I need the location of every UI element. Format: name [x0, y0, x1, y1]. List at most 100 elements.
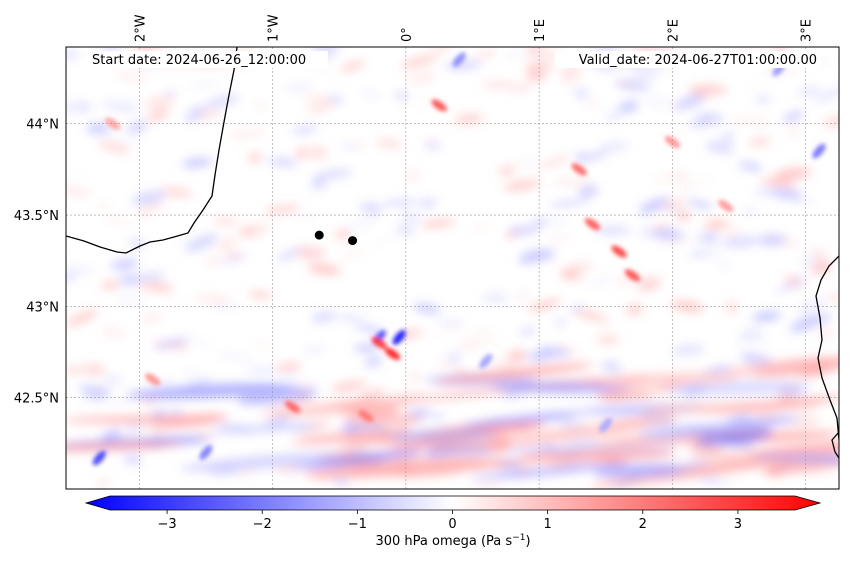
field-cell [66, 367, 83, 374]
field-cell [237, 467, 258, 477]
omega-feature [599, 417, 613, 433]
field-cell [528, 298, 562, 312]
omega-feature [144, 373, 161, 386]
field-cell [801, 313, 833, 326]
field-cell [652, 179, 689, 193]
field-band [469, 462, 633, 480]
field-cell [639, 197, 670, 214]
omega-feature [664, 135, 681, 149]
field-cell [343, 215, 380, 233]
field-cell [638, 226, 654, 239]
field-cell [311, 179, 326, 189]
field-cell [66, 177, 93, 190]
field-cell [419, 199, 437, 208]
field-cell [154, 337, 190, 350]
field-band [291, 429, 401, 445]
field-cell [300, 419, 331, 433]
colorbar-gradient [84, 495, 822, 511]
omega-features [92, 52, 826, 466]
field-cell [752, 118, 773, 130]
colorbar-ticks: −3 −2 −1 0 1 2 3 [157, 510, 742, 532]
omega-feature [431, 99, 447, 112]
field-cell [145, 206, 186, 213]
omega-feature [812, 143, 826, 159]
longitude-label: 1°E [533, 19, 548, 42]
field-cell [482, 82, 516, 87]
field-cell [187, 336, 213, 350]
field-cell [508, 226, 539, 235]
valid-date-box [555, 51, 821, 68]
field-band [751, 354, 839, 377]
field-cell [104, 114, 142, 121]
field-cell [748, 138, 772, 145]
field-band [593, 464, 698, 478]
field-cell [97, 478, 110, 487]
field-cell [66, 272, 79, 282]
field-cell [307, 102, 336, 114]
colorbar: −3 −2 −1 0 1 2 3 300 hPa omega (Pa s−1) [84, 495, 822, 549]
field-band [433, 363, 595, 384]
field-band [677, 458, 798, 474]
omega-feature [384, 347, 401, 360]
field-cell [503, 179, 542, 191]
field-band [258, 402, 410, 417]
field-cell [66, 309, 98, 327]
field-cell [66, 182, 90, 197]
field-cell [244, 367, 280, 374]
station-point [314, 230, 324, 240]
field-cell [212, 216, 238, 227]
field-cell [310, 147, 327, 159]
field-cell [651, 173, 688, 183]
field-band [600, 414, 679, 431]
field-cell [191, 106, 208, 114]
field-cell [696, 252, 725, 260]
field-cell [742, 208, 757, 215]
field-cell [302, 346, 325, 354]
field-band [180, 453, 344, 472]
field-cell [706, 141, 734, 153]
field-cell [670, 343, 706, 357]
field-cell [71, 173, 92, 180]
field-cell [400, 212, 422, 220]
field-cell [743, 75, 780, 91]
field-cell [755, 95, 771, 103]
field-cell [510, 82, 533, 94]
field-cell [336, 246, 368, 263]
field-cell [425, 137, 437, 143]
field-cell [566, 438, 601, 448]
field-cell [381, 200, 419, 206]
field-cell [331, 476, 351, 487]
field-cell [622, 253, 646, 264]
field-cell [406, 72, 437, 84]
field-cell [118, 274, 140, 286]
field-cell [646, 96, 668, 108]
longitude-tick-labels: 2°W 1°W 0° 1°E 2°E 3°E [133, 14, 814, 42]
longitude-label: 2°W [133, 14, 148, 42]
field-cell [66, 100, 84, 111]
field-cell [144, 95, 176, 108]
omega-feature [479, 353, 493, 369]
field-cell [359, 203, 383, 214]
field-cell [796, 297, 828, 316]
field-cell [454, 115, 484, 124]
field-cell [737, 334, 769, 344]
field-cell [720, 469, 752, 485]
omega-feature [92, 450, 106, 466]
field-cell [94, 201, 112, 209]
field-cell [101, 328, 126, 337]
field-cell [432, 47, 451, 54]
field-cell [250, 340, 278, 353]
field-cell [141, 313, 164, 324]
field-cell [516, 286, 531, 298]
omega-feature [584, 218, 601, 231]
field-band [518, 448, 677, 463]
field-cell [182, 157, 213, 168]
field-cell [760, 178, 797, 187]
field-cell [801, 340, 833, 350]
field-cell [576, 337, 602, 346]
field-cell [400, 55, 438, 69]
field-cell [809, 249, 828, 258]
omega-feature [371, 336, 387, 349]
field-cell [659, 198, 687, 211]
